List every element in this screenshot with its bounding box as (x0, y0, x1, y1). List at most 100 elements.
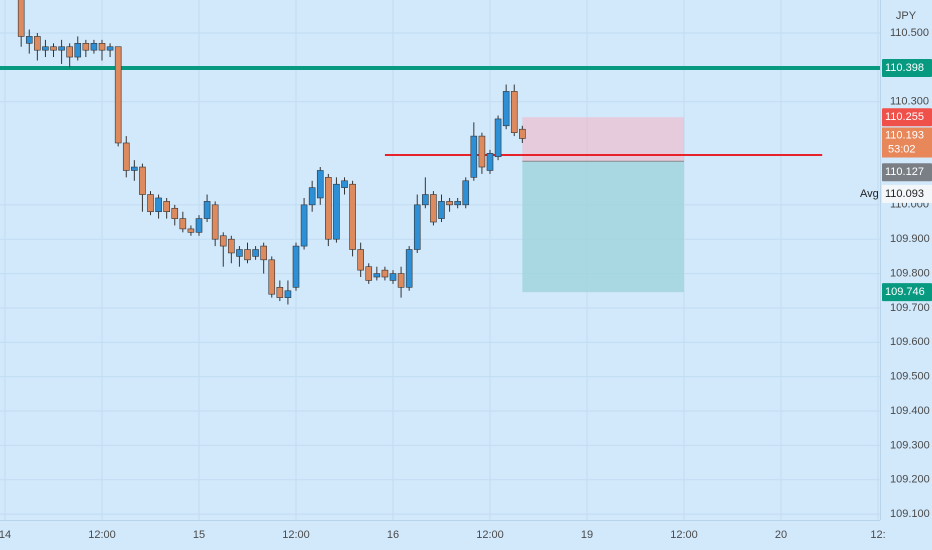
x-tick-label: 19 (581, 529, 593, 541)
candle-body (349, 183, 356, 250)
candle-body (316, 170, 324, 199)
y-tick-label: 109.800 (890, 267, 930, 279)
candle-body (66, 46, 73, 58)
candle-body (325, 177, 332, 240)
stop-zone (522, 117, 684, 162)
candle-body (219, 235, 227, 247)
candle-body (486, 152, 494, 171)
candle-body (397, 273, 405, 288)
candle-body (106, 46, 114, 51)
avg-name: Avg (860, 188, 879, 200)
x-tick-label: 16 (387, 529, 399, 541)
target-label: 109.746 (885, 286, 925, 298)
candle-body (139, 166, 146, 195)
candle-body (203, 201, 211, 219)
level-label: 110.398 (885, 62, 924, 74)
candle-body (34, 36, 41, 51)
candle-body (470, 135, 478, 178)
x-tick-label: 15 (193, 529, 205, 541)
x-tick-label: 12:00 (88, 529, 116, 541)
y-tick-label: 109.400 (890, 405, 930, 417)
entry-box (882, 163, 932, 182)
candle-body (187, 228, 195, 233)
candle-body (236, 249, 243, 257)
candle-body (502, 91, 510, 127)
target-zone (522, 161, 684, 293)
candle-body (171, 207, 179, 219)
candle-body (284, 290, 292, 298)
candle-body (252, 249, 259, 257)
y-tick-label: 110.300 (890, 96, 929, 108)
plot (0, 0, 880, 305)
countdown: 53:02 (888, 143, 916, 155)
candle-body (462, 180, 470, 206)
candle-body (519, 128, 526, 139)
x-tick-label: 12: (870, 529, 885, 541)
candle-body (98, 43, 106, 51)
candle-body (90, 43, 98, 51)
candle-body (42, 46, 49, 51)
y-tick-label: 109.500 (890, 371, 930, 383)
y-tick-label: 109.900 (890, 233, 930, 245)
candle-body (413, 204, 421, 250)
candle-body (82, 43, 90, 51)
last-box (882, 127, 932, 158)
y-tick-label: 109.300 (890, 439, 930, 451)
candle-body (74, 43, 82, 58)
stop-box (882, 108, 932, 127)
candle-body (25, 36, 33, 44)
candle-body (308, 187, 316, 206)
x-tick-label: 12:00 (476, 529, 504, 541)
candle-body (268, 259, 276, 295)
candle-body (276, 287, 284, 298)
candle-body (58, 46, 65, 51)
y-tick-label: 109.200 (890, 474, 930, 486)
candle-body (389, 273, 397, 281)
candle-body (195, 218, 203, 233)
y-tick-label: 109.700 (890, 302, 930, 314)
candle-body (292, 245, 300, 288)
candle-body (381, 269, 389, 278)
candle-body (163, 201, 170, 213)
x-tick-label: 12:00 (670, 529, 698, 541)
candle-body (438, 201, 445, 219)
axis: 110.500110.300110.000109.900109.800109.7… (0, 27, 932, 541)
candle-body (122, 142, 130, 171)
candle-body (131, 166, 138, 171)
candle-body (300, 204, 308, 247)
currency: JPY (896, 10, 917, 22)
candle-body (179, 218, 187, 230)
entry-label: 110.127 (885, 166, 924, 178)
last-label: 110.193 (885, 129, 924, 141)
candle-body (155, 197, 162, 213)
candle-body (244, 249, 251, 261)
candle-body (430, 194, 437, 223)
candle-body (446, 201, 453, 206)
candle-body (50, 46, 57, 51)
candle-body (211, 204, 219, 240)
candle-body (114, 46, 122, 144)
y-tick-label: 109.100 (890, 508, 930, 520)
candle-body (422, 194, 429, 206)
grid (0, 0, 880, 520)
candle-body (365, 266, 373, 281)
avg-box (882, 184, 932, 203)
candle-body (260, 245, 267, 261)
candle-body (373, 273, 381, 278)
y-tick-label: 109.600 (890, 336, 930, 348)
avg-label: 110.093 (885, 188, 924, 200)
candle-body (454, 201, 461, 206)
x-tick-label: 12:00 (282, 529, 310, 541)
x-tick-label: 20 (775, 529, 787, 541)
candle-body (405, 249, 413, 288)
candle-body (17, 0, 25, 37)
candle-body (147, 194, 154, 213)
candle-body (510, 91, 518, 133)
candle-body (341, 180, 348, 188)
candle-body (494, 118, 502, 158)
candle-body (333, 183, 340, 240)
candle-body (357, 249, 364, 271)
